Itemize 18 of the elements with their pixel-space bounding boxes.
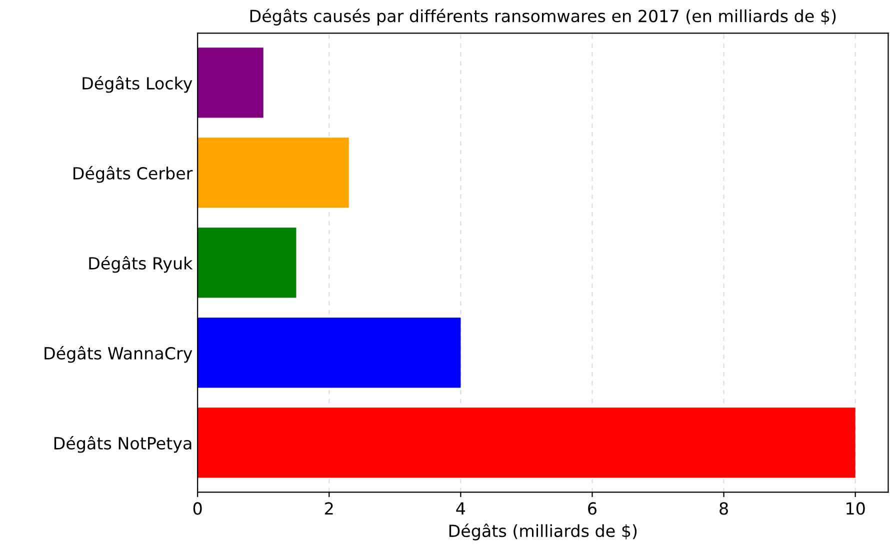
x-axis-title: Dégâts (milliards de $) [449, 524, 637, 540]
x-tick-label: 6 [588, 502, 596, 515]
bar [198, 48, 264, 118]
y-tick-label: Dégâts Locky [82, 76, 192, 93]
y-tick-label: Dégâts NotPetya [54, 436, 192, 453]
x-tick-label: 8 [720, 502, 728, 515]
bar [198, 138, 349, 208]
chart-title: Dégâts causés par différents ransomwares en 2017 (en milliards de $) [250, 8, 836, 26]
x-tick-label: 10 [846, 502, 865, 515]
bar [198, 408, 856, 478]
y-tick-label: Dégâts Cerber [74, 166, 193, 183]
x-tick-label: 2 [325, 502, 333, 515]
x-tick-label: 4 [456, 502, 466, 515]
bar [198, 318, 461, 388]
y-tick-label: Dégâts Ryuk [89, 256, 193, 273]
x-tick-label: 0 [193, 502, 202, 515]
bar [198, 228, 296, 298]
y-tick-label: Dégâts WannaCry [44, 346, 192, 363]
